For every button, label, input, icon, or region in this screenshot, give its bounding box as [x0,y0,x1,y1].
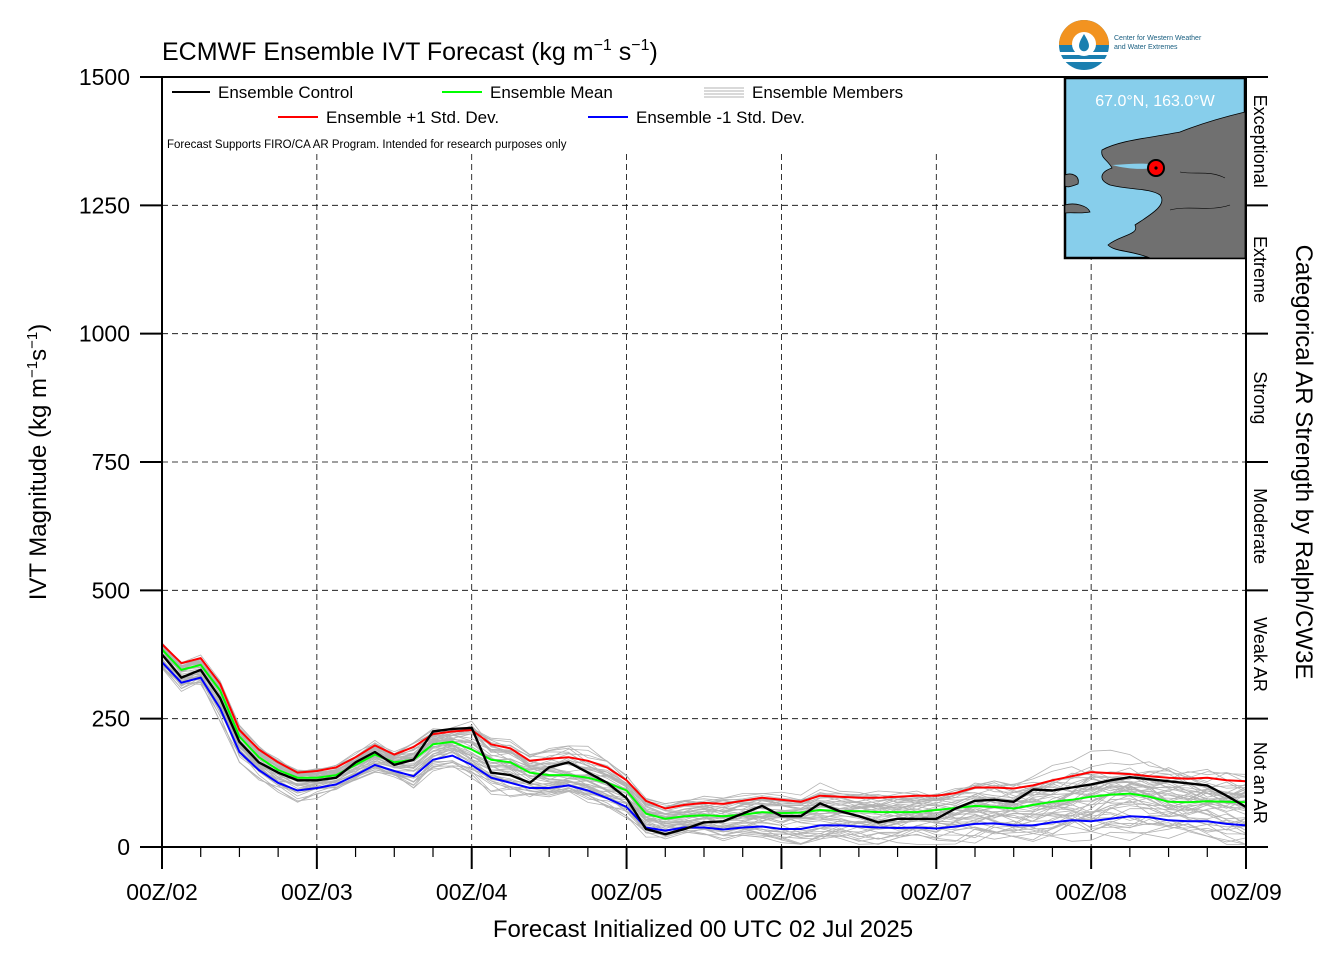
series-lines [161,643,1247,836]
legend-label-minus-sd: Ensemble -1 Std. Dev. [636,108,805,127]
ylabel-exponent-2: −1 [24,332,41,349]
x-tick-label: 00Z/02 [126,879,198,905]
chart-title: ECMWF Ensemble IVT Forecast (kg m−1 s−1) [162,37,658,66]
y-tick-label: 0 [117,834,130,860]
title-exponent-1: −1 [594,37,612,54]
cw3e-logo: Center for Western Weather and Water Ext… [1059,20,1202,70]
location-marker-center [1154,166,1158,170]
right-axis-label: Categorical AR Strength by Ralph/CW3E [1290,245,1317,680]
title-exponent-2: −1 [631,37,649,54]
ensemble-member-line [161,647,1247,828]
ensemble-member-line [161,655,1247,833]
x-tick-label: 00Z/05 [591,879,663,905]
title-main: ECMWF Ensemble IVT Forecast (kg m [162,38,594,66]
inset-land-siberia [1064,203,1091,214]
disclaimer-text: Forecast Supports FIRO/CA AR Program. In… [167,139,567,151]
legend-label-members: Ensemble Members [752,83,903,102]
category-label: Extreme [1250,236,1270,303]
logo-text-2: and Water Extremes [1114,44,1178,51]
ylabel-mid: s [25,349,52,361]
ylabel-main: IVT Magnitude (kg m [25,378,52,600]
x-tick-label: 00Z/08 [1055,879,1127,905]
x-tick-label: 00Z/09 [1210,879,1282,905]
y-tick-label: 1500 [79,64,130,90]
ensemble-member-line [161,653,1247,826]
x-tick-label: 00Z/03 [281,879,353,905]
ensemble-member-line [161,654,1247,833]
water-drop-icon [1079,34,1089,52]
inset-rivers [1169,171,1231,211]
x-tick-label: 00Z/06 [746,879,818,905]
ensemble-member-line [161,647,1247,828]
x-tick-label: 00Z/07 [900,879,972,905]
y-tick-label: 250 [92,706,130,732]
logo-text-1: Center for Western Weather [1114,35,1202,42]
title-mid: s [612,38,631,66]
ensemble-member-line [161,662,1247,844]
ensemble-member-line [161,653,1247,824]
y-tick-label: 1000 [79,321,130,347]
ensemble-member-line [161,650,1247,827]
title-end: ) [650,38,658,66]
category-labels: Not an AR Weak AR Moderate Strong Extreme Exc… [1250,95,1270,824]
series-line-mean [161,648,1247,820]
series-line-control [161,653,1247,836]
ylabel-end: ) [25,324,52,332]
y-tick-label: 500 [92,577,130,603]
inset-land-chukotka [1064,173,1079,188]
y-axis-label: IVT Magnitude (kg m−1s−1) [24,324,52,601]
series-line-plus_sd [161,643,1247,810]
series-line-minus_sd [161,661,1247,832]
ensemble-members-group [161,642,1247,845]
y-tick-label: 1250 [79,192,130,218]
ylabel-exponent-1: −1 [24,361,41,378]
inset-land-alaska [1101,111,1246,259]
ensemble-member-line [161,647,1247,809]
legend-swatch-members [704,87,744,98]
legend-label-mean: Ensemble Mean [490,83,613,102]
category-label: Strong [1250,371,1270,424]
x-tick-label: 00Z/04 [436,879,508,905]
y-tick-label: 750 [92,449,130,475]
x-axis-label: Forecast Initialized 00 UTC 02 Jul 2025 [493,916,913,943]
category-label: Exceptional [1250,95,1270,188]
ensemble-member-line [161,661,1247,833]
legend-label-control: Ensemble Control [218,83,353,102]
inset-map: 67.0°N, 163.0°W [1063,76,1247,260]
ensemble-member-line [161,648,1247,827]
inset-location-label: 67.0°N, 163.0°W [1095,93,1215,110]
x-axis-ticks: 00Z/02 00Z/03 00Z/04 00Z/05 00Z/06 00Z/07 00Z/… [126,847,1282,905]
grid-lines [162,154,1246,847]
legend-label-plus-sd: Ensemble +1 Std. Dev. [326,108,499,127]
ensemble-member-line [161,647,1247,819]
ensemble-member-line [161,664,1247,835]
category-label: Moderate [1250,488,1270,564]
category-label: Not an AR [1250,742,1270,824]
y-axis-ticks: 0 250 500 750 1000 1250 1500 [79,64,1268,860]
legend: Ensemble Control Ensemble Mean Ensemble … [167,83,903,151]
logo-wave-2 [1059,59,1109,62]
ensemble-member-line [161,658,1247,840]
category-label: Weak AR [1250,617,1270,692]
